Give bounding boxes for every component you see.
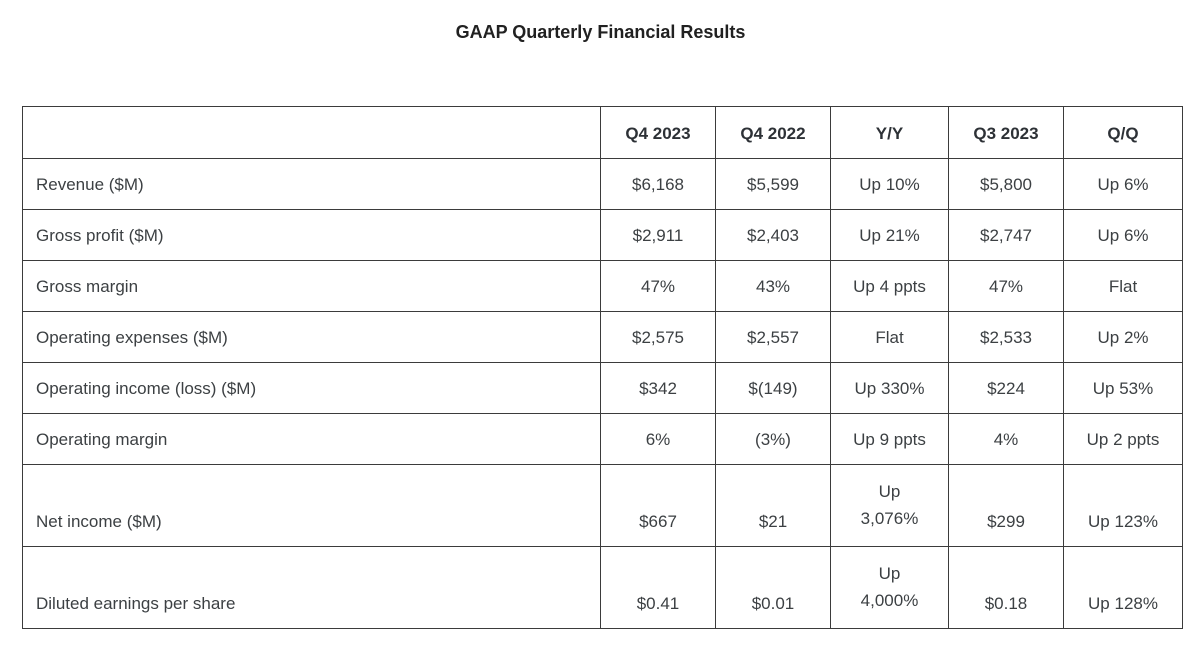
column-header-yy: Y/Y	[830, 106, 949, 159]
value-cell: Up 128%	[1063, 546, 1183, 629]
value-cell: Up 123%	[1063, 464, 1183, 547]
value-cell: $2,747	[948, 209, 1064, 261]
value-cell: Up 9 ppts	[830, 413, 949, 465]
value-cell: $667	[600, 464, 716, 547]
yy-value: Up 4,000%	[860, 564, 919, 610]
table-row-net-income: Net income ($M) $667 $21 Up 3,076% $299 …	[22, 464, 1183, 547]
value-cell: Up 4 ppts	[830, 260, 949, 312]
column-header-empty	[22, 106, 601, 159]
value-cell: 47%	[948, 260, 1064, 312]
row-label: Operating margin	[22, 413, 601, 465]
value-cell: $2,911	[600, 209, 716, 261]
row-label: Revenue ($M)	[22, 158, 601, 210]
value-cell: $224	[948, 362, 1064, 414]
row-label: Gross margin	[22, 260, 601, 312]
value-cell: Up 53%	[1063, 362, 1183, 414]
column-header-q4-2022: Q4 2022	[715, 106, 831, 159]
table-row-revenue: Revenue ($M) $6,168 $5,599 Up 10% $5,800…	[22, 158, 1183, 210]
financial-results-table: Q4 2023 Q4 2022 Y/Y Q3 2023 Q/Q Revenue …	[22, 106, 1183, 629]
value-cell: Up 4,000%	[830, 546, 949, 629]
value-cell: Flat	[1063, 260, 1183, 312]
value-cell: Up 6%	[1063, 158, 1183, 210]
value-cell: 47%	[600, 260, 716, 312]
row-label: Net income ($M)	[22, 464, 601, 547]
page-title: GAAP Quarterly Financial Results	[455, 22, 746, 42]
column-header-q3-2023: Q3 2023	[948, 106, 1064, 159]
value-cell: $0.41	[600, 546, 716, 629]
value-cell: Up 6%	[1063, 209, 1183, 261]
row-label: Diluted earnings per share	[22, 546, 601, 629]
value-cell: $6,168	[600, 158, 716, 210]
yy-value: Up 3,076%	[860, 482, 919, 528]
value-cell: 4%	[948, 413, 1064, 465]
value-cell: Up 2 ppts	[1063, 413, 1183, 465]
value-cell: Up 2%	[1063, 311, 1183, 363]
column-header-qq: Q/Q	[1063, 106, 1183, 159]
row-label: Operating income (loss) ($M)	[22, 362, 601, 414]
value-cell: $299	[948, 464, 1064, 547]
value-cell: Up 330%	[830, 362, 949, 414]
row-label: Gross profit ($M)	[22, 209, 601, 261]
value-cell: $2,533	[948, 311, 1064, 363]
table-row-gross-profit: Gross profit ($M) $2,911 $2,403 Up 21% $…	[22, 209, 1183, 261]
value-cell: Up 10%	[830, 158, 949, 210]
row-label: Operating expenses ($M)	[22, 311, 601, 363]
value-cell: $21	[715, 464, 831, 547]
value-cell: $5,599	[715, 158, 831, 210]
table-row-operating-income: Operating income (loss) ($M) $342 $(149)…	[22, 362, 1183, 414]
header-row: Q4 2023 Q4 2022 Y/Y Q3 2023 Q/Q	[22, 106, 1183, 159]
value-cell: Up 21%	[830, 209, 949, 261]
value-cell: $0.01	[715, 546, 831, 629]
value-cell: $2,575	[600, 311, 716, 363]
column-header-q4-2023: Q4 2023	[600, 106, 716, 159]
table-row-operating-expenses: Operating expenses ($M) $2,575 $2,557 Fl…	[22, 311, 1183, 363]
value-cell: 6%	[600, 413, 716, 465]
value-cell: $0.18	[948, 546, 1064, 629]
value-cell: (3%)	[715, 413, 831, 465]
value-cell: $5,800	[948, 158, 1064, 210]
value-cell: Flat	[830, 311, 949, 363]
table-row-diluted-eps: Diluted earnings per share $0.41 $0.01 U…	[22, 546, 1183, 629]
value-cell: $2,557	[715, 311, 831, 363]
value-cell: $(149)	[715, 362, 831, 414]
value-cell: $2,403	[715, 209, 831, 261]
value-cell: 43%	[715, 260, 831, 312]
table-row-gross-margin: Gross margin 47% 43% Up 4 ppts 47% Flat	[22, 260, 1183, 312]
value-cell: Up 3,076%	[830, 464, 949, 547]
value-cell: $342	[600, 362, 716, 414]
table-row-operating-margin: Operating margin 6% (3%) Up 9 ppts 4% Up…	[22, 413, 1183, 465]
